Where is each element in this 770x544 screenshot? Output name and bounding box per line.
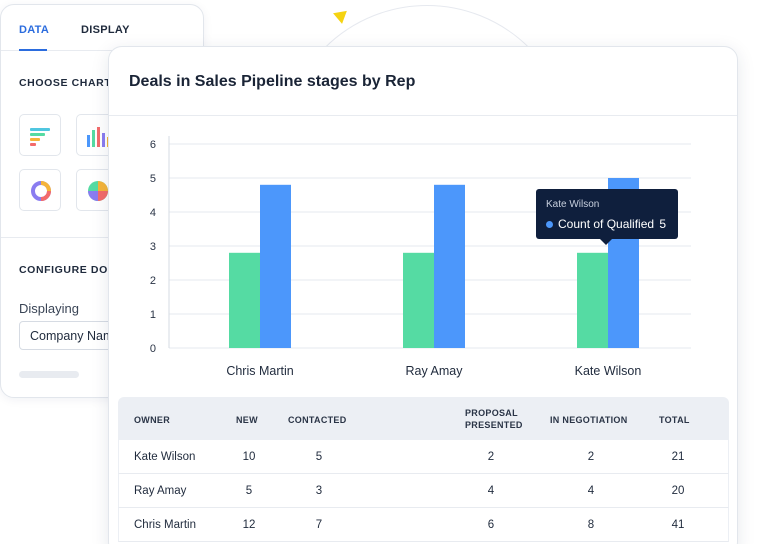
chart-tooltip: Kate Wilson Count of Qualified 5 [536,189,678,245]
y-tick-label: 2 [150,275,156,287]
header-new[interactable]: NEW [236,415,258,425]
tooltip-series-dot [546,221,553,228]
y-tick-label: 3 [150,241,156,253]
cell-new: 5 [245,485,253,497]
bar [577,252,608,348]
table-header: OWNER NEW CONTACTED PROPOSAL PRESENTED I… [118,397,729,440]
header-proposal-line1: PROPOSAL [465,408,518,418]
table-row[interactable]: Ray Amay 5 3 4 4 20 [118,474,729,508]
decorative-triangle [333,10,349,26]
bar-vertical-icon [87,127,109,147]
bar-chart: 0 1 2 3 4 5 6 Chris Martin Ray Amay Kate Wilson K… [109,117,737,397]
pipeline-table: OWNER NEW CONTACTED PROPOSAL PRESENTED I… [118,397,729,542]
bar-horizontal-icon [30,128,50,146]
cell-contacted: 5 [315,451,323,463]
cell-proposal: 4 [487,485,495,497]
header-contacted[interactable]: CONTACTED [288,415,347,425]
chart-card: Deals in Sales Pipeline stages by Rep 0 1… [108,46,738,544]
y-tick-label: 1 [150,309,156,321]
choose-chart-label: CHOOSE CHART [19,77,112,89]
header-proposal[interactable]: PROPOSAL PRESENTED [465,407,523,431]
header-owner[interactable]: OWNER [134,415,170,425]
table-row[interactable]: Kate Wilson 10 5 2 2 21 [118,440,729,474]
skeleton-placeholder [19,371,79,378]
configure-section-label: CONFIGURE DON [19,264,117,276]
y-tick-label: 5 [150,173,156,185]
table-row[interactable]: Chris Martin 12 7 6 8 41 [118,508,729,542]
bar [260,184,291,348]
y-tick-label: 6 [150,139,156,151]
bar [229,252,260,348]
x-tick-label: Kate Wilson [575,364,642,378]
pie-chart-icon [88,181,108,201]
header-negotiation[interactable]: IN NEGOTIATION [550,415,628,425]
cell-total: 41 [671,519,685,531]
tab-data[interactable]: DATA [19,24,50,36]
cell-owner: Chris Martin [134,519,196,531]
config-tabs: DATA DISPLAY [1,5,203,51]
tooltip-value: 5 [659,217,666,231]
chart-type-donut[interactable] [19,169,61,211]
cell-proposal: 6 [487,519,495,531]
x-tick-label: Chris Martin [226,364,293,378]
panel-divider [1,237,203,238]
title-divider [109,115,737,116]
header-proposal-line2: PRESENTED [465,420,523,430]
cell-owner: Ray Amay [134,485,187,497]
cell-total: 21 [671,451,685,463]
active-tab-indicator [19,49,47,51]
y-tick-label: 0 [150,343,156,355]
cell-owner: Kate Wilson [134,451,196,463]
cell-negotiation: 8 [587,519,595,531]
table-body: Kate Wilson 10 5 2 2 21 Ray Amay 5 3 4 4… [118,440,729,542]
cell-contacted: 3 [315,485,323,497]
cell-proposal: 2 [487,451,495,463]
tab-display[interactable]: DISPLAY [81,24,130,36]
cell-new: 10 [242,451,256,463]
chart-type-bar-horizontal[interactable] [19,114,61,156]
x-tick-label: Ray Amay [406,364,464,378]
cell-negotiation: 2 [587,451,595,463]
displaying-label: Displaying [19,301,79,316]
card-title: Deals in Sales Pipeline stages by Rep [129,73,416,90]
y-tick-label: 4 [150,207,156,219]
tooltip-rep-name: Kate Wilson [546,199,600,210]
cell-contacted: 7 [315,519,323,531]
tooltip-metric: Count of Qualified [558,217,655,231]
cell-new: 12 [242,519,256,531]
bar [434,184,465,348]
cell-total: 20 [671,485,685,497]
bar-chart-svg: 0 1 2 3 4 5 6 Chris Martin Ray Amay Kate Wilson [150,136,691,378]
donut-chart-icon [31,181,51,201]
header-total[interactable]: TOTAL [659,415,690,425]
cell-negotiation: 4 [587,485,595,497]
bar [403,252,434,348]
